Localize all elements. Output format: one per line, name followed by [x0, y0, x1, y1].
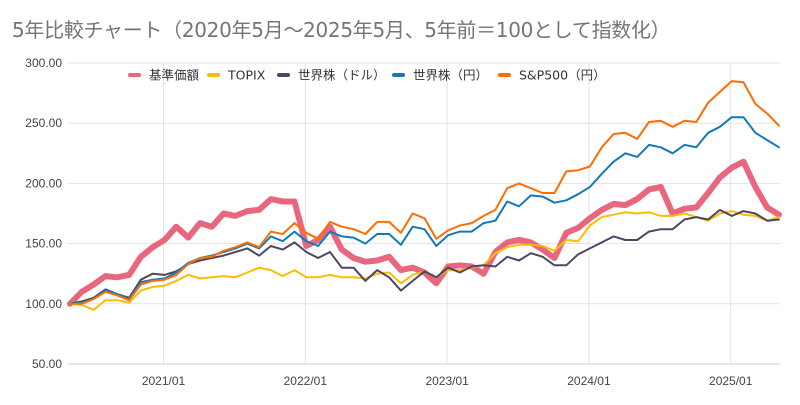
y-tick-label: 200.00 — [25, 176, 62, 190]
legend-label: 世界株（ドル） — [298, 68, 386, 83]
legend-item[interactable]: TOPIX — [207, 68, 266, 83]
legend-item[interactable]: 基準価額 — [128, 68, 200, 83]
x-tick-label: 2022/01 — [284, 374, 328, 388]
x-tick-label: 2021/01 — [142, 374, 186, 388]
legend-label: 基準価額 — [149, 68, 200, 83]
x-tick-label: 2023/01 — [425, 374, 469, 388]
legend-item[interactable]: 世界株（ドル） — [277, 68, 386, 83]
legend-swatch — [207, 73, 220, 77]
legend-swatch — [392, 73, 405, 77]
gridlines — [68, 62, 780, 365]
x-axis: 2021/01 2022/01 2023/01 2024/01 2025/01 — [142, 374, 753, 388]
legend-swatch — [498, 73, 511, 77]
series-lines — [67, 80, 782, 311]
y-tick-label: 100.00 — [25, 297, 62, 311]
legend-swatch — [277, 73, 290, 77]
chart-title: 5年比較チャート（2020年5月〜2025年5月、5年前＝100として指数化） — [12, 18, 671, 42]
series-line-4 — [69, 80, 780, 305]
legend-item[interactable]: S&P500（円） — [498, 68, 606, 83]
y-axis: 50.00 100.00 150.00 200.00 250.00 300.00 — [25, 56, 62, 371]
x-tick-label: 2024/01 — [567, 374, 611, 388]
legend-swatch — [128, 73, 141, 77]
y-tick-label: 300.00 — [25, 56, 62, 70]
y-tick-label: 50.00 — [32, 357, 62, 371]
legend-item[interactable]: 世界株（円） — [392, 68, 488, 83]
y-tick-label: 250.00 — [25, 116, 62, 130]
legend-label: TOPIX — [227, 68, 266, 83]
legend-label: S&P500（円） — [519, 68, 606, 83]
legend: 基準価額 TOPIX 世界株（ドル） 世界株（円） S&P500（円） — [128, 68, 606, 83]
x-tick-label: 2025/01 — [709, 374, 753, 388]
y-tick-label: 150.00 — [25, 237, 62, 251]
legend-label: 世界株（円） — [413, 68, 488, 83]
series-line-3 — [69, 116, 780, 305]
